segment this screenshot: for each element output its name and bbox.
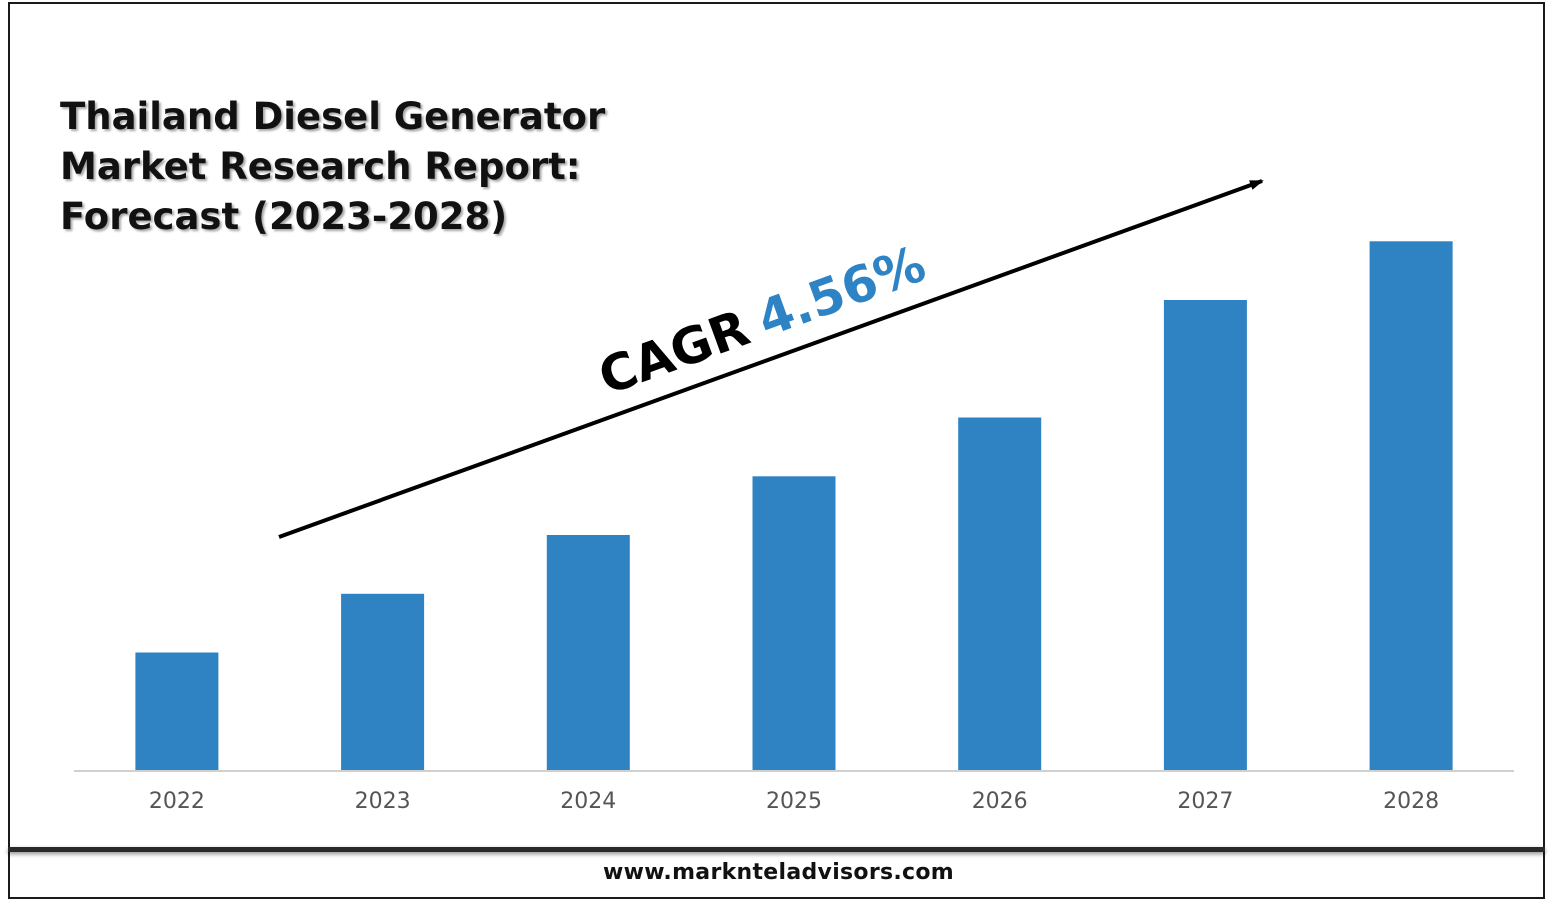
footer-divider xyxy=(8,847,1545,852)
bar-2024 xyxy=(546,535,630,770)
title-line-3: Forecast (2023-2028) xyxy=(60,195,508,238)
growth-arrow xyxy=(278,179,1264,539)
cagr-label: CAGR xyxy=(591,299,756,406)
x-tick-labels: 2022 2023 2024 2025 2026 2027 2028 xyxy=(149,789,1439,814)
footer-website: www.marknteladvisors.com xyxy=(602,860,955,885)
x-tick-label-2028: 2028 xyxy=(1383,789,1439,814)
x-tick-label-2027: 2027 xyxy=(1177,789,1233,814)
title-line-1: Thailand Diesel Generator xyxy=(60,95,606,138)
chart-title: Thailand Diesel Generator Market Researc… xyxy=(60,92,680,242)
bars-layer xyxy=(135,241,1453,771)
bar-2028 xyxy=(1369,241,1453,771)
x-tick-label-2022: 2022 xyxy=(149,789,205,814)
x-tick-label-2024: 2024 xyxy=(560,789,616,814)
bar-2022 xyxy=(135,652,219,770)
bar-2025 xyxy=(752,476,836,771)
bar-2023 xyxy=(341,593,425,771)
x-tick-label-2026: 2026 xyxy=(972,789,1028,814)
bar-2027 xyxy=(1163,300,1247,770)
title-line-2: Market Research Report: xyxy=(60,145,581,188)
x-tick-label-2025: 2025 xyxy=(766,789,822,814)
bar-2026 xyxy=(958,417,1042,770)
x-tick-label-2023: 2023 xyxy=(355,789,411,814)
